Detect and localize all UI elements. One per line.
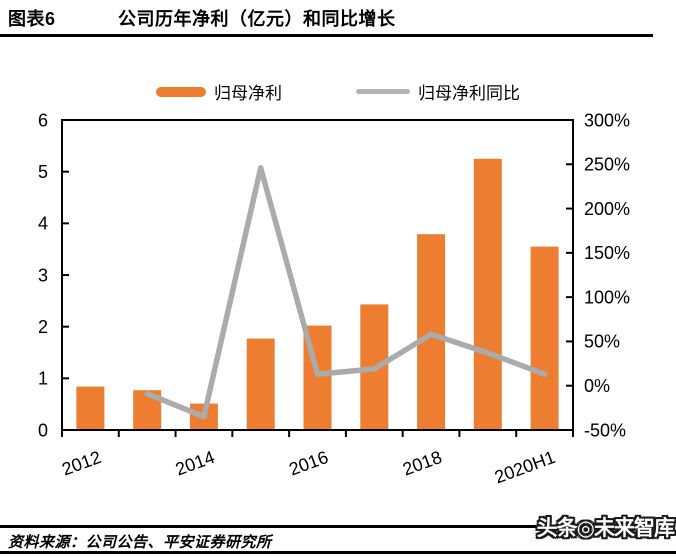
left-axis-tick-label: 3 (38, 265, 48, 285)
left-axis-tick-label: 1 (38, 369, 48, 389)
right-axis-tick-label: 100% (584, 287, 630, 307)
chart-legend: 归母净利 归母净利同比 (0, 79, 676, 104)
right-axis-tick-label: 50% (584, 332, 620, 352)
yoy-line (144, 165, 548, 420)
watermark: 头条◎未来智库 (536, 517, 675, 540)
legend-item-net-profit: 归母净利 (156, 79, 282, 104)
bar-series-swatch-icon (156, 86, 206, 97)
bar-2012 (76, 386, 105, 430)
x-axis: 2012 2014 2016 2018 2020H1 (59, 430, 574, 487)
left-axis-tick-label: 5 (38, 162, 48, 182)
x-axis-tick-label: 2018 (400, 447, 444, 479)
right-axis-tick-label: 0% (584, 376, 610, 396)
footer-divider-top (0, 525, 653, 528)
left-axis: 0 1 2 3 4 5 6 (38, 110, 69, 440)
x-axis-tick-label: 2012 (59, 447, 103, 479)
legend-label-yoy: 归母净利同比 (418, 84, 520, 103)
right-axis: -50% 0% 50% 100% 150% 200% 250% 300% (566, 110, 630, 440)
x-axis-tick-label: 2020H1 (492, 447, 558, 487)
right-axis-tick-label: 300% (584, 110, 630, 130)
x-axis-tick-label: 2014 (173, 447, 217, 479)
left-axis-tick-label: 0 (38, 420, 48, 440)
left-axis-tick-label: 6 (38, 110, 48, 130)
x-axis-tick-label: 2016 (286, 447, 330, 479)
legend-item-yoy: 归母净利同比 (356, 79, 520, 104)
bar-2015 (246, 338, 275, 430)
right-axis-tick-label: 250% (584, 155, 630, 175)
figure-header: 图表6 公司历年净利（亿元）和同比增长 (8, 5, 396, 31)
title-divider (0, 34, 653, 37)
bar-2019 (473, 158, 502, 431)
page-title: 公司历年净利（亿元）和同比增长 (118, 9, 396, 29)
bar-2020H1 (530, 246, 559, 430)
right-axis-tick-label: 200% (584, 199, 630, 219)
right-axis-tick-label: -50% (584, 420, 626, 440)
legend-label-net-profit: 归母净利 (214, 84, 282, 103)
right-axis-tick-label: 150% (584, 243, 630, 263)
left-axis-tick-label: 4 (38, 214, 48, 234)
figure-label: 图表6 (8, 9, 56, 29)
left-axis-tick-label: 2 (38, 317, 48, 337)
combo-chart: 0 1 2 3 4 5 6 -50% 0% 50% 100% 150% 200% 250% 300% 2012… (38, 110, 630, 487)
bar-series (76, 158, 559, 431)
footer-divider-bottom (0, 551, 676, 554)
source-note: 资料来源：公司公告、平安证券研究所 (8, 534, 272, 551)
line-series-swatch-icon (356, 89, 410, 94)
